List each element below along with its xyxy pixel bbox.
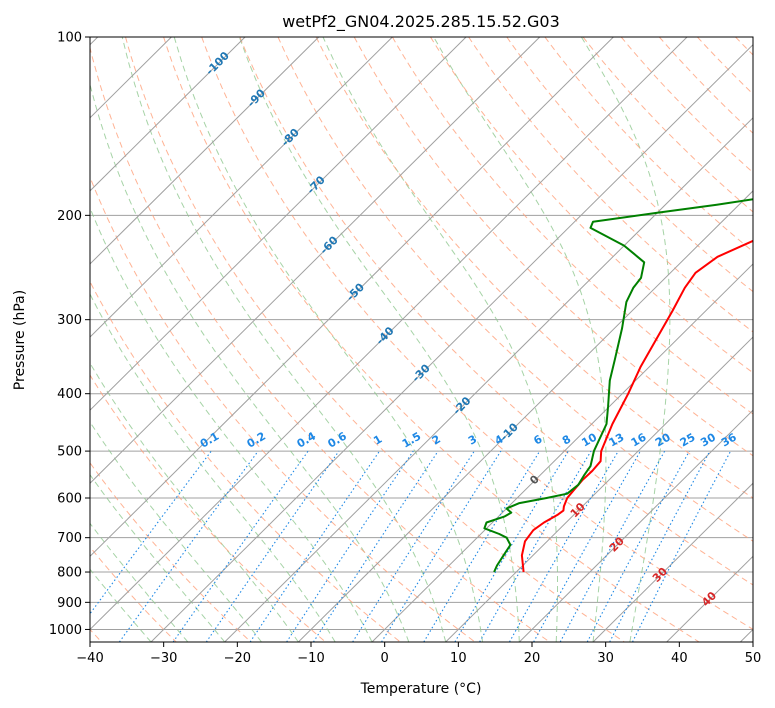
dry-adiabat-line <box>277 37 753 542</box>
mixing-ratio-lines <box>90 450 732 642</box>
isotherm-line <box>518 409 753 642</box>
x-tick-label: −30 <box>150 651 177 666</box>
x-tick-label: 40 <box>671 651 688 666</box>
dry-adiabat-line <box>201 37 753 630</box>
dry-adiabat-line <box>90 374 326 642</box>
dry-adiabat-line <box>239 37 753 586</box>
x-tick-label: 50 <box>745 651 762 666</box>
moist-adiabat-line <box>90 568 152 642</box>
isotherm-line <box>90 37 467 411</box>
y-tick-label: 100 <box>57 31 82 46</box>
mixing-ratio-line <box>172 450 309 642</box>
isotherm-line <box>371 263 753 642</box>
moist-adiabat-line <box>238 37 520 642</box>
isotherm-line <box>90 37 614 558</box>
isotherm-line <box>90 37 688 631</box>
isotherm-line <box>150 43 753 642</box>
y-tick-label: 600 <box>57 492 82 507</box>
dry-adiabat-line <box>125 37 625 642</box>
profile-lines <box>483 198 753 573</box>
isotherm-line <box>90 37 393 338</box>
x-tick-label: −20 <box>224 651 251 666</box>
isotherm-line <box>90 37 246 192</box>
dry-adiabat-line <box>90 175 476 642</box>
mixing-ratio-line <box>90 450 212 615</box>
y-tick-label: 700 <box>57 531 82 546</box>
plot-area-background <box>90 37 753 642</box>
mixing-ratio-line <box>205 450 340 642</box>
moist-adiabat-line <box>121 37 447 642</box>
x-tick-label: 20 <box>524 651 541 666</box>
moist-adiabat-line <box>90 82 410 642</box>
y-tick-label: 500 <box>57 445 82 460</box>
y-tick-label: 900 <box>57 596 82 611</box>
x-tick-label: −10 <box>297 651 324 666</box>
pressure-grid <box>90 37 753 630</box>
moist-adiabat-line <box>90 522 189 642</box>
dry-adiabat-line <box>582 37 753 213</box>
chart-title: wetPf2_GN04.2025.285.15.52.G03 <box>282 12 560 32</box>
x-axis-title: Temperature (°C) <box>360 681 482 697</box>
moist-adiabat-line <box>433 37 607 642</box>
dry-adiabat-line <box>430 37 753 374</box>
mixing-ratio-line <box>118 450 259 642</box>
x-tick-label: 0 <box>381 651 389 666</box>
y-tick-label: 400 <box>57 387 82 402</box>
dry-adiabat-line <box>163 37 700 642</box>
isotherm-line <box>592 482 753 642</box>
x-axis: −40 −30 −20 −10 0 10 20 30 40 50 <box>76 642 761 666</box>
plot-frame <box>89 36 754 643</box>
mixing-ratio-line <box>586 450 690 642</box>
dry-adiabat-line <box>544 37 753 253</box>
dry-adiabat-line <box>90 280 401 642</box>
moist-adiabat-line <box>580 37 671 642</box>
isotherm-line <box>445 336 753 642</box>
dry-adiabat-line <box>315 37 753 499</box>
isotherm-line <box>90 37 541 484</box>
isotherms <box>90 37 753 642</box>
y-axis-title: Pressure (hPa) <box>12 290 28 390</box>
isotherm-line <box>224 117 753 642</box>
moist-adiabat-line <box>173 37 483 642</box>
y-tick-label: 800 <box>57 566 82 581</box>
mixing-ratio-line <box>249 450 380 642</box>
x-tick-label: −40 <box>76 651 103 666</box>
mixing-ratio-line <box>286 450 414 642</box>
y-tick-label: 200 <box>57 209 82 224</box>
isotherm-line <box>90 37 320 265</box>
dewpoint-profile-line <box>483 198 753 573</box>
dry-adiabat-line <box>90 45 550 642</box>
moist-adiabat-line <box>322 37 558 642</box>
temperature-profile-line <box>520 239 753 573</box>
y-tick-label: 300 <box>57 313 82 328</box>
mixing-ratio-line <box>352 450 475 642</box>
mixing-ratio-line <box>559 450 666 642</box>
x-tick-label: 10 <box>450 651 467 666</box>
mixing-ratio-line <box>533 450 641 642</box>
mixing-ratio-line <box>312 450 439 642</box>
y-tick-label: 1000 <box>49 623 82 638</box>
moist-adiabat-line <box>90 293 336 642</box>
isotherm-line <box>297 190 753 642</box>
x-tick-label: 30 <box>597 651 614 666</box>
mixing-ratio-line <box>423 450 541 642</box>
moist-adiabat-line <box>90 473 226 642</box>
y-axis: 1000 900 800 700 600 500 400 300 200 100 <box>49 31 90 638</box>
moist-adiabat-line <box>90 421 262 642</box>
